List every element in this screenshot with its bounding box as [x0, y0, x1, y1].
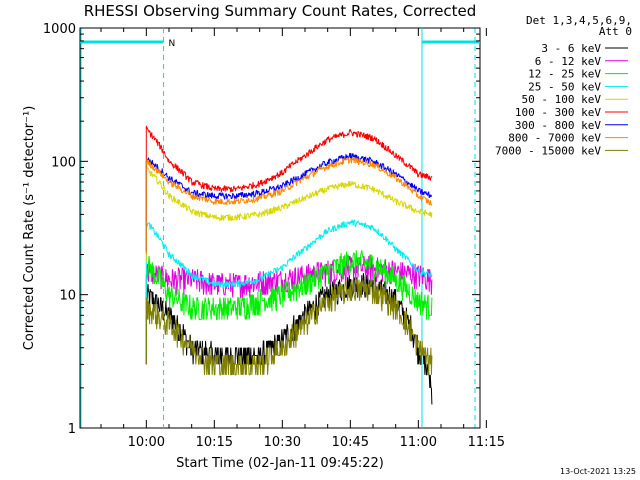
x-tick-label: 10:00 — [128, 435, 165, 450]
saa-flag-label: N — [169, 39, 176, 49]
y-axis-label: Corrected Count Rate (s⁻¹ detector⁻¹) — [22, 106, 37, 351]
plot-frame — [79, 27, 481, 429]
chart-title: RHESSI Observing Summary Count Rates, Co… — [84, 2, 477, 20]
series-line — [145, 219, 433, 316]
series-line — [145, 152, 432, 252]
y-tick-label: 1 — [68, 422, 76, 437]
y-tick-label: 10 — [59, 289, 76, 304]
legend-entry-label: 50 - 100 keV — [522, 93, 602, 106]
series-line — [145, 250, 433, 358]
legend-header-line-2: Att 0 — [599, 25, 632, 38]
legend-entry-label: 12 - 25 keV — [528, 68, 601, 81]
legend-header-line-1: Det 1,3,4,5,6,9, — [526, 14, 632, 27]
x-tick-label: 10:45 — [332, 435, 369, 450]
legend-entry-label: 6 - 12 keV — [535, 55, 602, 68]
series-line — [145, 165, 433, 262]
legend-entry-label: 7000 - 15000 keV — [495, 144, 601, 157]
legend-entry-label: 800 - 7000 keV — [508, 132, 601, 145]
y-axis: 1 10 100 1000 — [43, 22, 480, 437]
x-tick-label: 10:30 — [264, 435, 301, 450]
legend-entry-label: 25 - 50 keV — [528, 80, 601, 93]
x-tick-label: 11:15 — [468, 435, 505, 450]
x-axis-label: Start Time (02-Jan-11 09:45:22) — [176, 456, 384, 471]
series-line — [145, 157, 433, 255]
y-tick-label: 1000 — [43, 22, 76, 37]
y-tick-label: 100 — [51, 155, 76, 170]
plot-area: N — [79, 27, 481, 429]
x-tick-label: 11:00 — [400, 435, 437, 450]
series-lines — [145, 125, 433, 405]
legend-entry-label: 100 - 300 keV — [515, 106, 601, 119]
legend-entry-label: 3 - 6 keV — [541, 42, 601, 55]
series-line — [145, 279, 433, 376]
footer-timestamp: 13-Oct-2021 13:25 — [560, 467, 636, 476]
series-line — [145, 125, 433, 223]
x-axis: 10:00 10:15 10:30 10:45 11:00 11:15 — [100, 28, 505, 450]
night-intervals: N — [80, 28, 480, 428]
legend-entry-label: 300 - 800 keV — [515, 119, 601, 132]
x-tick-label: 10:15 — [196, 435, 233, 450]
